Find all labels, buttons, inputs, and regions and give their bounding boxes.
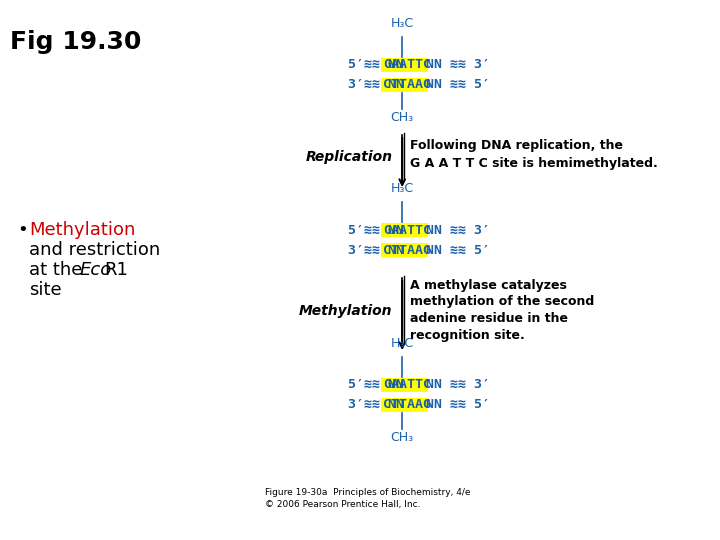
FancyBboxPatch shape <box>382 223 428 237</box>
Text: 5′≋≋ NN: 5′≋≋ NN <box>348 379 404 392</box>
Text: Following DNA replication, the
G A A T T C site is hemimethylated.: Following DNA replication, the G A A T T… <box>410 139 658 170</box>
Text: H₃C: H₃C <box>391 182 414 195</box>
Text: NN ≋≋ 3′: NN ≋≋ 3′ <box>426 224 490 237</box>
Text: 3′≋≋ NN: 3′≋≋ NN <box>348 78 404 91</box>
Text: Figure 19-30a  Principles of Biochemistry, 4/e
© 2006 Pearson Prentice Hall, Inc: Figure 19-30a Principles of Biochemistry… <box>265 488 470 510</box>
Text: 5′≋≋ NN: 5′≋≋ NN <box>348 58 404 71</box>
Text: and restriction: and restriction <box>30 241 161 259</box>
Text: site: site <box>30 281 62 299</box>
Text: CH₃: CH₃ <box>391 431 414 444</box>
Text: A methylase catalyzes
methylation of the second
adenine residue in the
recogniti: A methylase catalyzes methylation of the… <box>410 279 594 342</box>
Text: Methylation: Methylation <box>299 303 392 318</box>
Text: GAATTC: GAATTC <box>383 224 431 237</box>
Text: H₃C: H₃C <box>391 17 414 30</box>
Text: H₃C: H₃C <box>391 337 414 350</box>
Text: GAATTC: GAATTC <box>383 58 431 71</box>
Text: 5′≋≋ NN: 5′≋≋ NN <box>348 224 404 237</box>
Text: Fig 19.30: Fig 19.30 <box>10 30 141 54</box>
FancyBboxPatch shape <box>382 243 428 257</box>
Text: •: • <box>18 221 28 239</box>
Text: CTTAAG: CTTAAG <box>383 244 431 256</box>
FancyBboxPatch shape <box>382 378 428 392</box>
Text: 3′≋≋ NN: 3′≋≋ NN <box>348 244 404 256</box>
Text: Methylation: Methylation <box>30 221 136 239</box>
Text: CTTAAG: CTTAAG <box>383 78 431 91</box>
Text: R1: R1 <box>104 261 128 279</box>
Text: NN ≋≋ 5′: NN ≋≋ 5′ <box>426 244 490 256</box>
Text: NN ≋≋ 3′: NN ≋≋ 3′ <box>426 379 490 392</box>
Text: NN ≋≋ 5′: NN ≋≋ 5′ <box>426 78 490 91</box>
Text: NN ≋≋ 5′: NN ≋≋ 5′ <box>426 399 490 411</box>
Text: NN ≋≋ 3′: NN ≋≋ 3′ <box>426 58 490 71</box>
FancyBboxPatch shape <box>382 398 428 412</box>
Text: GAATTC: GAATTC <box>383 379 431 392</box>
Text: Eco: Eco <box>79 261 112 279</box>
FancyBboxPatch shape <box>382 58 428 72</box>
Text: CH₃: CH₃ <box>391 111 414 124</box>
Text: Replication: Replication <box>305 151 392 165</box>
FancyBboxPatch shape <box>382 78 428 92</box>
Text: CTTAAG: CTTAAG <box>383 399 431 411</box>
Text: 3′≋≋ NN: 3′≋≋ NN <box>348 399 404 411</box>
Text: at the: at the <box>30 261 89 279</box>
